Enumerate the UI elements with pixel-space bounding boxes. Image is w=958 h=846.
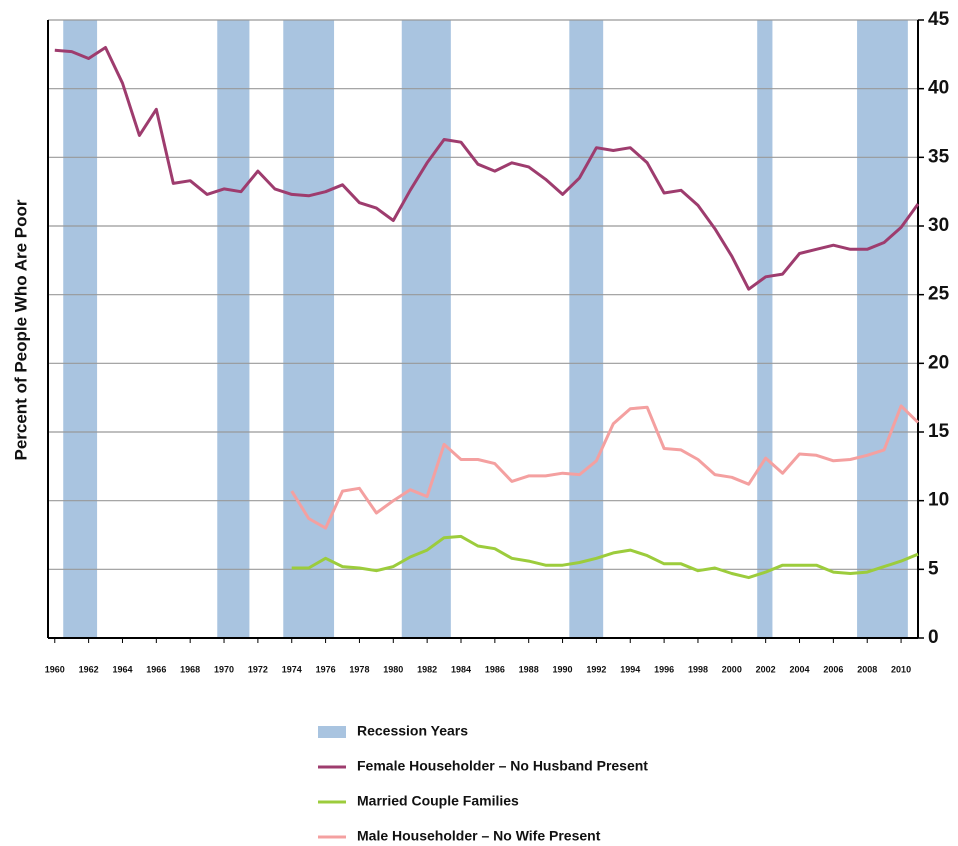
- x-tick-label: 1990: [553, 664, 573, 674]
- series-line: [290, 404, 920, 530]
- x-tick-label: 1964: [112, 664, 132, 674]
- series-line: [54, 46, 920, 291]
- y-tick-label: 20: [928, 352, 949, 373]
- x-tick-label: 1962: [79, 664, 99, 674]
- x-tick-label: 2010: [891, 664, 911, 674]
- y-tick-label: 0: [928, 627, 939, 648]
- x-tick-label: 1982: [417, 664, 437, 674]
- y-axis-label: Percent of People Who Are Poor: [11, 199, 30, 460]
- x-tick-label: 1960: [45, 664, 65, 674]
- y-tick-label: 5: [928, 558, 939, 579]
- recession-band: [569, 20, 604, 638]
- series-line: [291, 534, 919, 580]
- legend-swatch: [318, 726, 346, 738]
- y-tick-label: 45: [928, 9, 950, 30]
- recession-band: [857, 20, 908, 638]
- recession-band: [63, 20, 98, 638]
- legend-label: Male Householder – No Wife Present: [357, 828, 601, 844]
- recession-band: [401, 20, 451, 638]
- legend-label: Married Couple Families: [357, 793, 519, 809]
- x-tick-label: 2000: [722, 664, 742, 674]
- y-tick-label: 30: [928, 215, 949, 236]
- x-tick-label: 1970: [214, 664, 234, 674]
- y-tick-label: 40: [928, 78, 949, 99]
- x-tick-label: 1974: [282, 664, 302, 674]
- x-tick-label: 1976: [316, 664, 336, 674]
- x-tick-label: 1994: [620, 664, 640, 674]
- x-tick-label: 1980: [383, 664, 403, 674]
- y-tick-label: 15: [928, 421, 950, 442]
- x-tick-label: 1966: [146, 664, 166, 674]
- recession-band: [757, 20, 773, 638]
- x-tick-label: 1992: [586, 664, 606, 674]
- x-tick-label: 2002: [756, 664, 776, 674]
- x-tick-label: 1996: [654, 664, 674, 674]
- x-tick-label: 1988: [519, 664, 539, 674]
- x-tick-label: 1984: [451, 664, 471, 674]
- y-tick-label: 35: [928, 146, 950, 167]
- x-tick-label: 1998: [688, 664, 708, 674]
- x-tick-label: 1978: [349, 664, 369, 674]
- y-tick-label: 25: [928, 284, 950, 305]
- x-tick-label: 1972: [248, 664, 268, 674]
- recession-band: [217, 20, 250, 638]
- y-tick-label: 10: [928, 490, 949, 511]
- x-tick-label: 2004: [790, 664, 810, 674]
- x-tick-label: 2006: [823, 664, 843, 674]
- x-tick-label: 1986: [485, 664, 505, 674]
- legend-label: Recession Years: [357, 723, 468, 739]
- x-tick-label: 2008: [857, 664, 877, 674]
- x-tick-label: 1968: [180, 664, 200, 674]
- legend-label: Female Householder – No Husband Present: [357, 758, 648, 774]
- recession-band: [283, 20, 335, 638]
